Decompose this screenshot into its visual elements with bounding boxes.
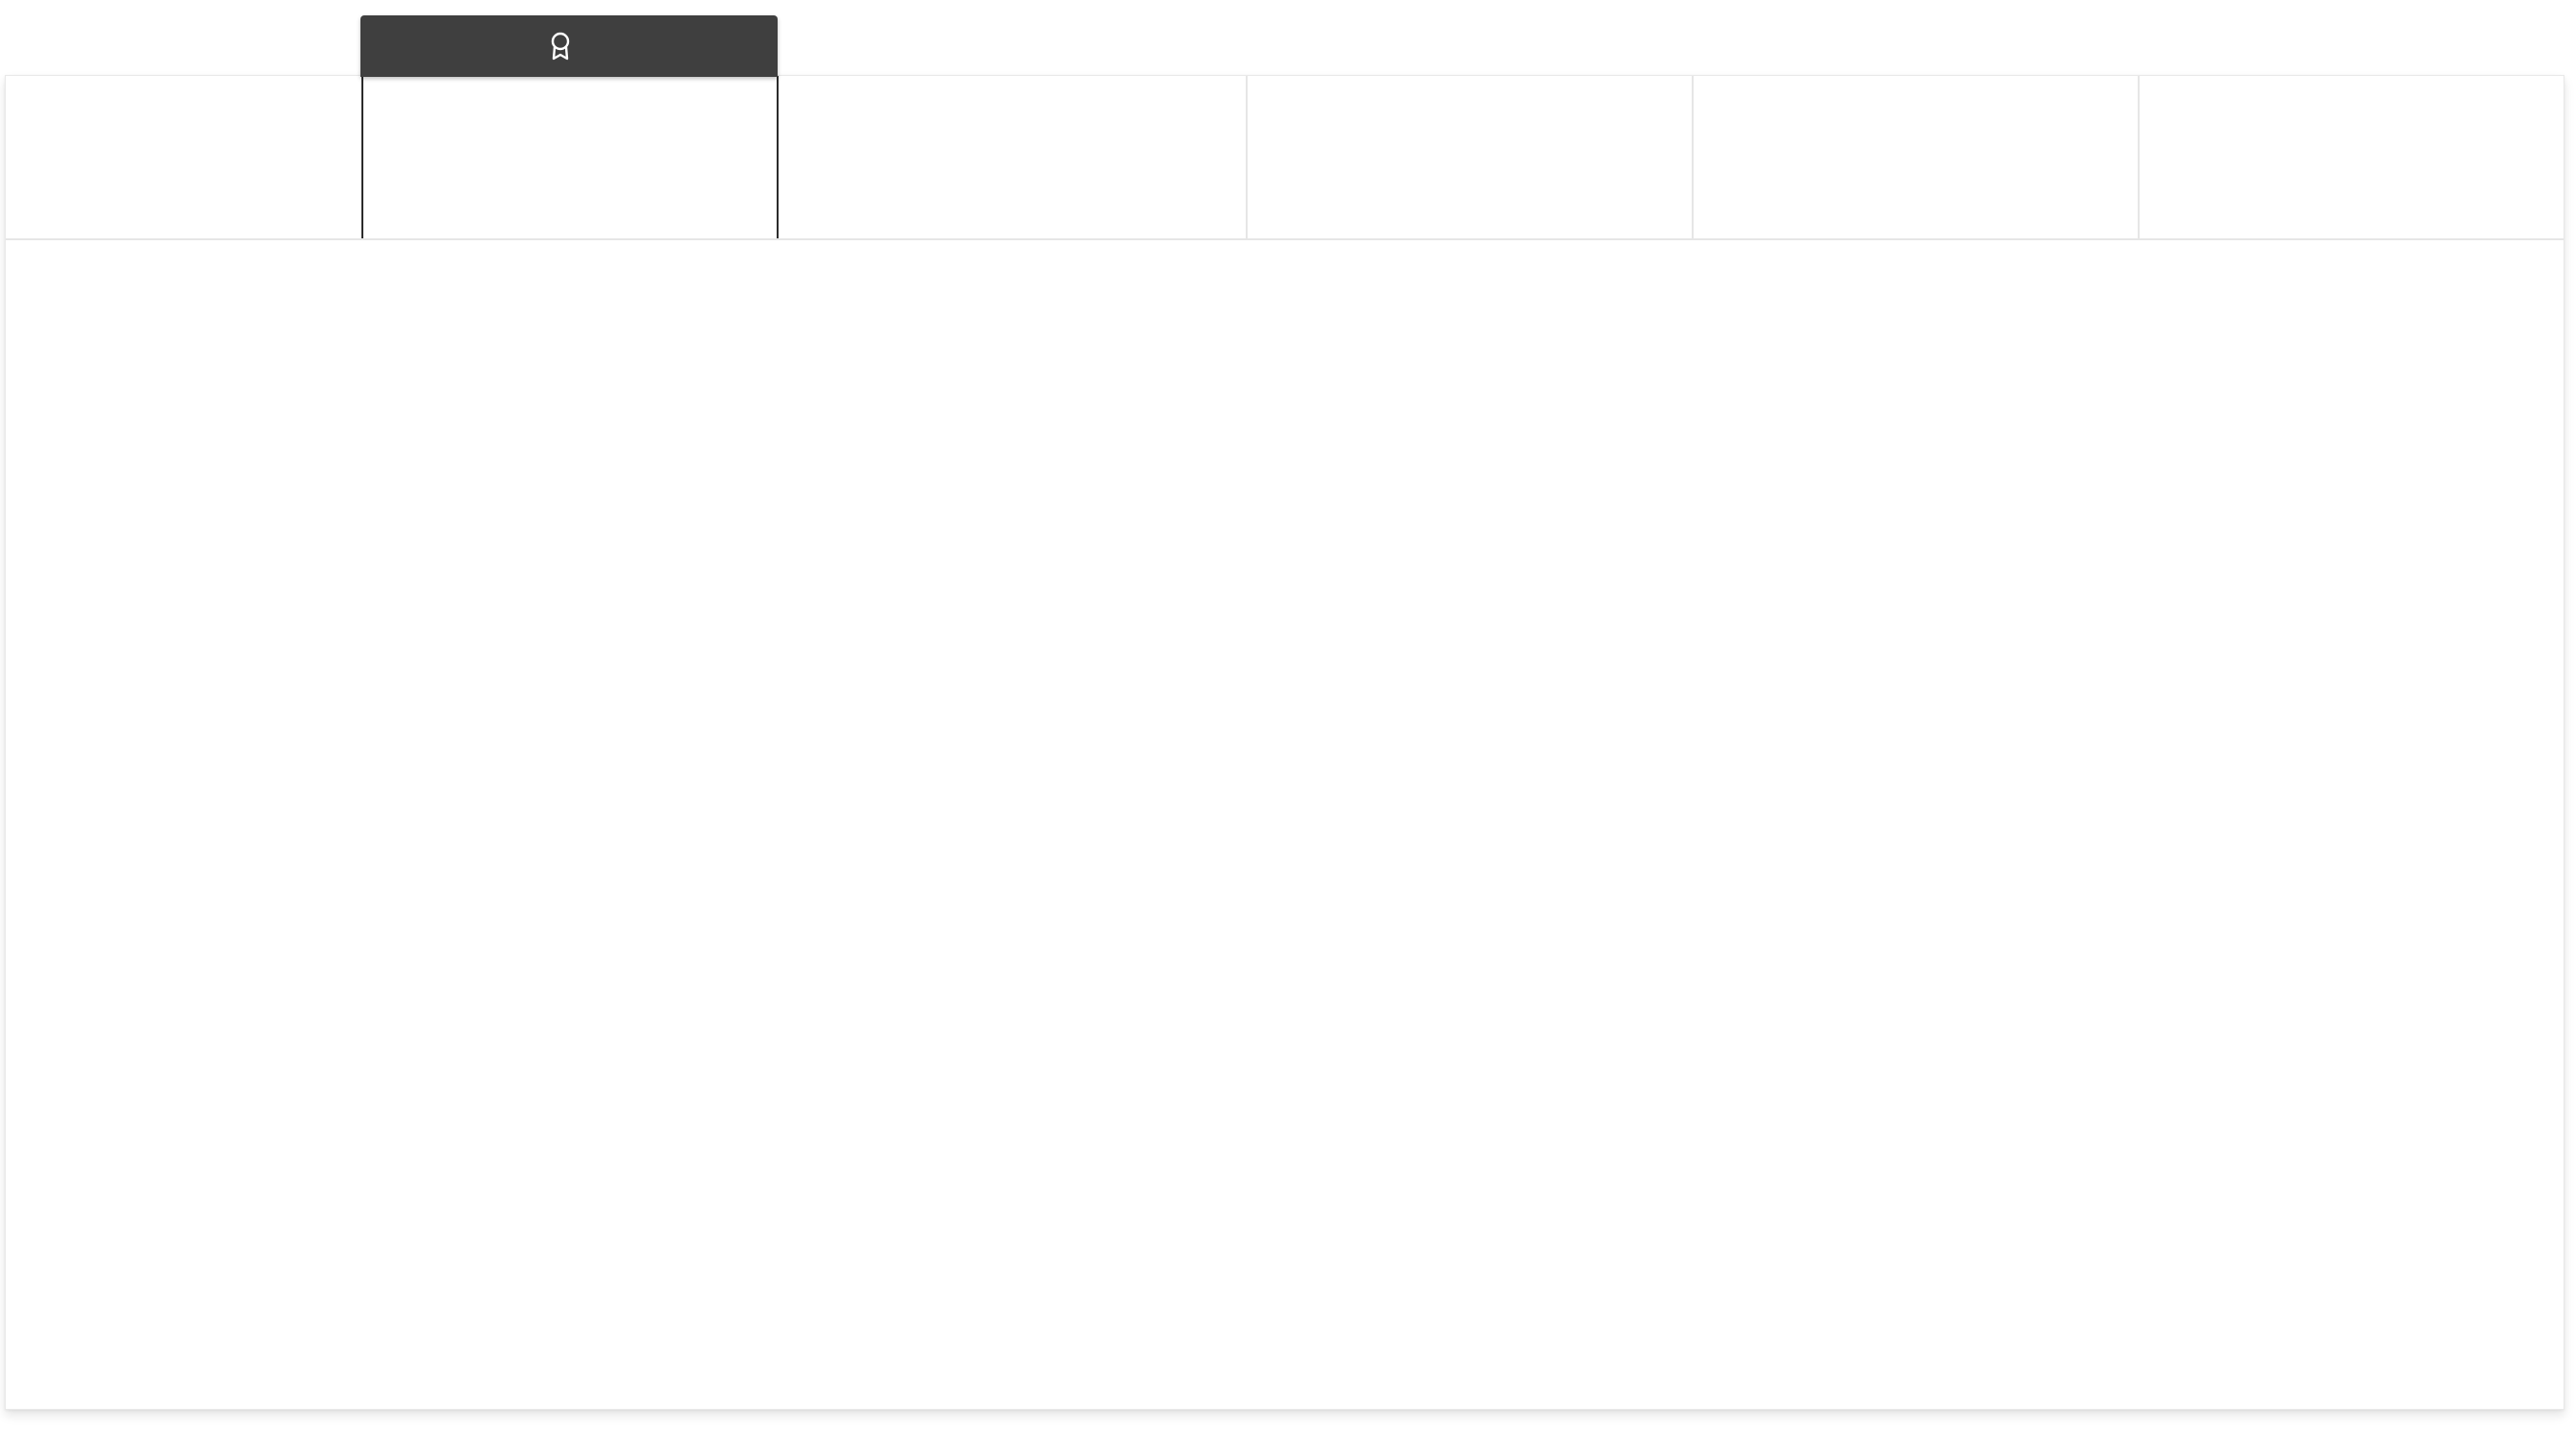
- award-ribbon-icon: [551, 32, 570, 61]
- scenario-header-2: [779, 76, 1246, 238]
- best-hh-reach-banner: [360, 15, 778, 77]
- scenario-header-4: [1692, 76, 2138, 238]
- header-corner: [6, 76, 361, 238]
- header-row: [6, 76, 2564, 240]
- scenario-header-3: [1246, 76, 1692, 238]
- scenario-header-1: [361, 76, 779, 238]
- scenario-comparison-table: [5, 75, 2564, 1410]
- scenario-header-5: [2138, 76, 2562, 238]
